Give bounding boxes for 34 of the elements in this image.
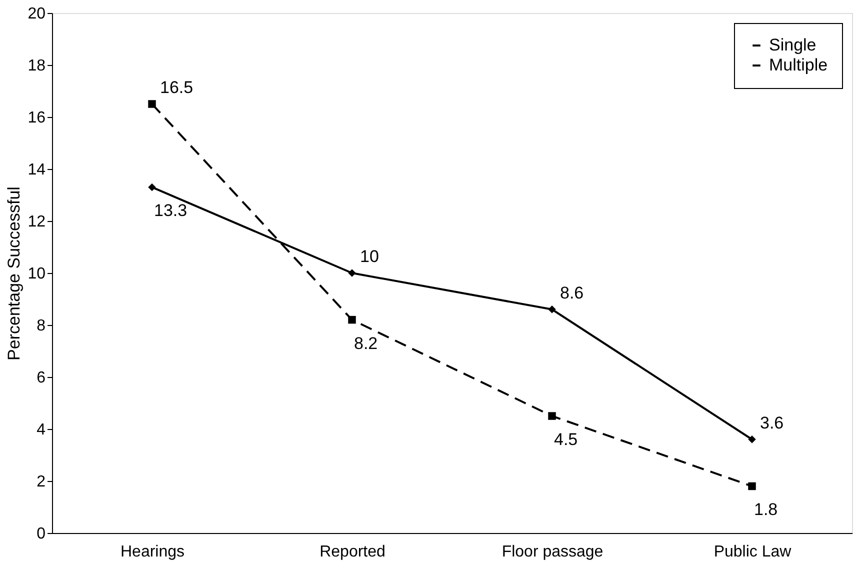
point <box>748 436 756 444</box>
y-tick-label: 6 <box>36 370 46 386</box>
point <box>148 183 156 192</box>
point <box>348 316 356 324</box>
y-tick-label: 4 <box>36 422 46 438</box>
point <box>548 412 556 420</box>
x-tick-label: Public Law <box>714 544 792 560</box>
y-axis-title: Percentage Successful <box>4 186 24 360</box>
point <box>548 306 556 314</box>
legend-label: Single <box>769 36 816 54</box>
point <box>348 269 356 277</box>
y-tick-label: 20 <box>28 6 46 22</box>
y-tick-label: 2 <box>36 474 46 490</box>
data-label: 8.2 <box>354 334 378 353</box>
x-tick-label: Hearings <box>120 544 185 560</box>
y-tick-label: 8 <box>36 318 46 334</box>
data-label: 8.6 <box>560 283 584 302</box>
data-label: 13.3 <box>154 201 188 220</box>
y-tick-label: 18 <box>28 58 46 74</box>
data-label: 10 <box>360 247 379 266</box>
data-label: 16.5 <box>160 78 194 97</box>
data-label: 3.6 <box>760 413 784 432</box>
point <box>148 100 156 108</box>
legend-label: Multiple <box>769 56 828 74</box>
x-tick-label: Floor passage <box>502 544 604 560</box>
y-tick-label: 16 <box>28 110 46 126</box>
y-tick-label: 12 <box>28 214 46 230</box>
data-label: 4.5 <box>554 430 578 449</box>
y-tick-label: 0 <box>36 526 46 542</box>
data-label: 1.8 <box>754 500 778 520</box>
point <box>748 482 756 490</box>
y-tick-label: 14 <box>28 162 46 178</box>
x-tick-label: Reported <box>320 544 386 560</box>
y-tick-label: 10 <box>28 266 46 282</box>
